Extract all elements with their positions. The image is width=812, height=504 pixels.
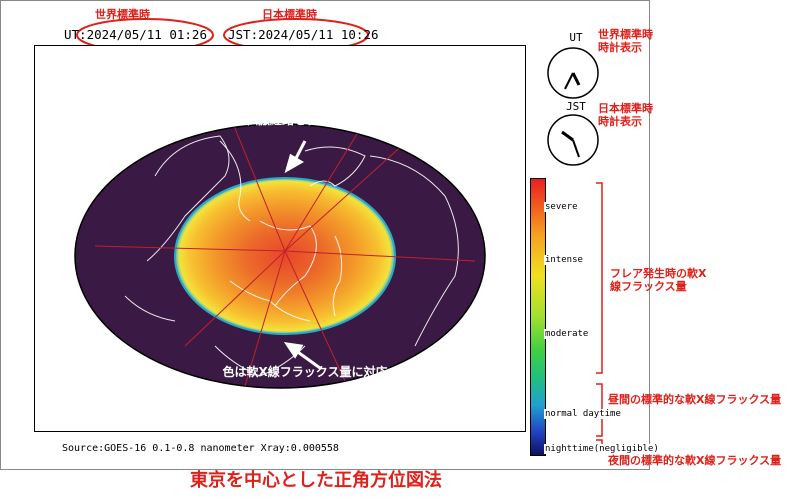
jst-clock-icon — [547, 114, 599, 166]
flare-bracket — [596, 182, 603, 374]
data-source: Source:GOES-16 0.1-0.8 nanometer Xray:0.… — [62, 443, 339, 454]
map-note-propagation: 赤線は東京を中心とし た主な伝搬経路を表す — [209, 97, 330, 127]
flare-flux-note: フレア発生時の軟X 線フラックス量 — [610, 267, 707, 293]
jst-caption: 日本標準時 — [262, 8, 317, 21]
jst-clock-note: 日本標準時 時計表示 — [598, 102, 653, 128]
ut-clock-label: UT — [569, 31, 583, 44]
ut-caption: 世界標準時 — [95, 8, 150, 21]
ut-clock-icon — [547, 47, 599, 99]
scale-label-severe: severe — [544, 202, 579, 212]
annotation-arrows — [283, 140, 321, 370]
figure-title: 東京を中心とした正角方位図法 — [190, 470, 442, 491]
scale-label-moderate: moderate — [544, 329, 590, 339]
jst-time: JST:2024/05/11 10:26 — [228, 27, 379, 42]
ut-clock-note: 世界標準時 時計表示 — [598, 28, 653, 54]
scale-label-normal-daytime: normal daytime — [544, 409, 622, 419]
daytime-flux-note: 昼間の標準的な軟X線フラックス量 — [608, 393, 782, 406]
azimuthal-map — [74, 123, 486, 389]
scale-label-intense: intense — [544, 255, 584, 265]
scale-label-nighttime: nighttime(negligible) — [544, 444, 660, 454]
map-panel: 赤線は東京を中心とし た主な伝搬経路を表す 色は軟X線フラックス量に対応 — [34, 45, 526, 432]
ut-time: UT:2024/05/11 01:26 — [64, 27, 207, 42]
jst-clock-label: JST — [566, 100, 586, 113]
map-note-color: 色は軟X線フラックス量に対応 — [222, 365, 388, 379]
nighttime-flux-note: 夜間の標準的な軟X線フラックス量 — [608, 454, 782, 467]
flux-color-scale — [530, 178, 546, 456]
daytime-flux-region — [174, 177, 396, 335]
